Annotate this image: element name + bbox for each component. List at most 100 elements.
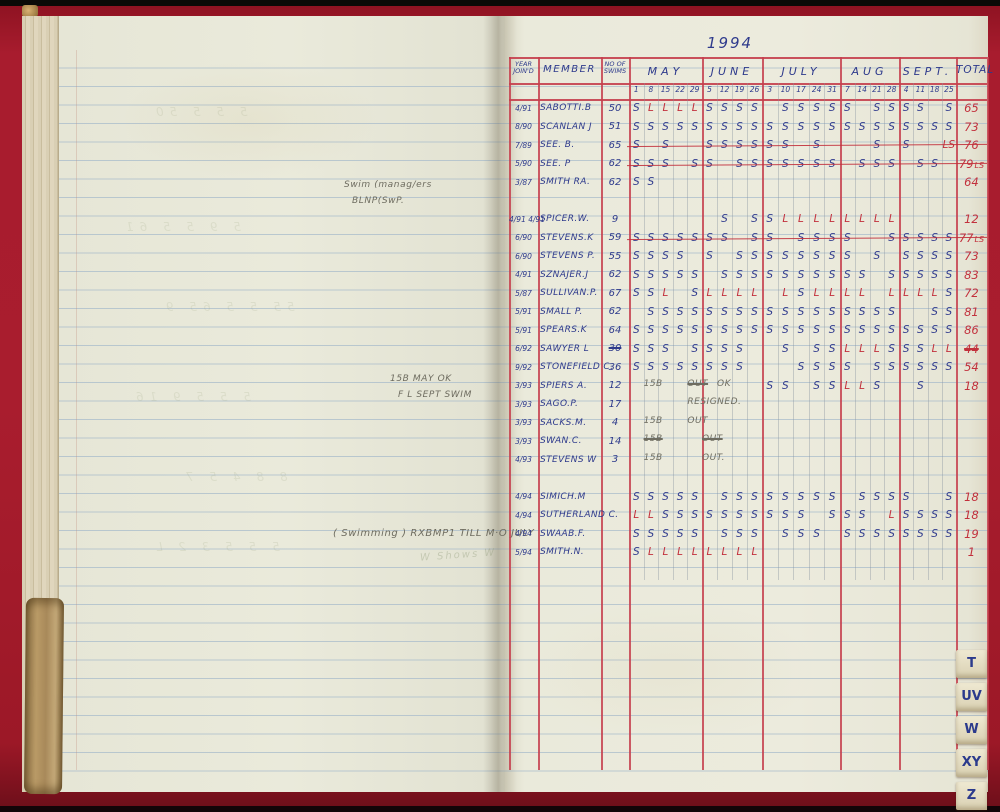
swims-count-cell: 62 <box>608 306 622 318</box>
attendance-mark-cell: S <box>873 527 881 540</box>
attendance-mark-cell: S <box>902 490 910 503</box>
date-label: 28 <box>886 85 897 94</box>
attendance-mark-cell: S <box>721 527 728 540</box>
attendance-mark-cell: S <box>858 268 866 281</box>
week-subcolumn-line <box>687 83 689 580</box>
attendance-mark-cell: S <box>706 324 713 337</box>
attendance-mark-cell: S <box>931 250 938 263</box>
attendance-mark-cell: S <box>676 231 684 244</box>
attendance-mark-cell: S <box>721 213 728 226</box>
attendance-mark-cell: S <box>858 305 866 318</box>
attendance-mark-cell: S <box>828 102 836 115</box>
table-rule-vertical <box>840 57 842 770</box>
annotation-line: F L SEPT SWIM <box>398 390 472 400</box>
table-rule-horizontal <box>509 83 987 85</box>
attendance-mark-cell: L <box>662 546 669 559</box>
year-joined-cell: 3/87 <box>515 177 532 187</box>
attendance-mark-cell: S <box>843 231 851 244</box>
attendance-mark-cell: L <box>751 287 758 300</box>
attendance-mark-cell: S <box>813 324 820 337</box>
attendance-mark-cell: L <box>798 213 804 226</box>
attendance-mark-cell: S <box>945 102 953 115</box>
attendance-mark-cell: L <box>844 213 851 226</box>
attendance-mark-cell: S <box>813 231 820 244</box>
member-name-cell: SACKS.M. <box>540 417 587 428</box>
attendance-mark-cell: S <box>902 231 910 244</box>
year-joined-cell: 4/94 <box>515 510 532 520</box>
attendance-mark-cell: L <box>736 287 743 300</box>
attendance-mark-cell: S <box>662 250 669 263</box>
attendance-mark-cell: S <box>931 231 938 244</box>
attendance-mark-cell: S <box>751 102 758 115</box>
attendance-mark-cell: S <box>813 342 820 355</box>
attendance-mark-cell: S <box>662 120 669 133</box>
pencil-annotation-2: 15B MAY OK F L SEPT SWIM <box>390 374 472 400</box>
attendance-mark-cell: S <box>828 157 836 170</box>
table-row: 5/91 SMALL P. 62 S S S S S S S S S S S S S S S S S S S 81 <box>509 303 987 322</box>
red-strikethrough-line <box>627 143 987 148</box>
attendance-mark-cell: L <box>721 287 728 300</box>
attendance-mark-cell: L <box>813 287 820 300</box>
attendance-mark-cell: S <box>632 231 640 244</box>
member-name-cell: SMALL P. <box>540 306 583 317</box>
attendance-mark-cell: S <box>662 157 669 170</box>
member-name-cell: SAWYER L <box>540 343 590 354</box>
header-member: MEMBER <box>543 64 596 75</box>
ghost-text-line: 5 5 5 50 <box>150 105 248 119</box>
attendance-mark-cell: S <box>797 231 805 244</box>
date-label: 10 <box>780 85 791 94</box>
date-label: 1 <box>633 85 639 94</box>
attendance-mark-cell: S <box>813 250 820 263</box>
year-joined-cell: 9/92 <box>515 362 532 372</box>
year-joined-cell: 4/94 <box>515 492 532 502</box>
total-cell: 72 <box>964 286 979 301</box>
ghost-text-line: 5 9 5 5 61 <box>120 220 242 234</box>
attendance-mark-cell: L <box>844 379 851 392</box>
date-label: 11 <box>915 85 926 94</box>
attendance-mark-cell: S <box>782 305 789 318</box>
attendance-mark-cell: S <box>931 527 938 540</box>
attendance-mark-cell: S <box>721 509 728 522</box>
attendance-mark-cell: S <box>647 176 655 189</box>
swims-count-cell: 62 <box>608 269 622 281</box>
table-rule-horizontal <box>509 57 987 59</box>
date-label: 4 <box>903 85 909 94</box>
attendance-mark-cell: S <box>828 379 836 392</box>
attendance-mark-cell: L <box>917 287 924 300</box>
attendance-mark-cell: S <box>751 120 758 133</box>
attendance-mark-cell: S <box>916 268 924 281</box>
attendance-mark-cell: S <box>766 157 774 170</box>
table-rule-vertical <box>629 57 631 770</box>
swims-count-cell: 64 <box>608 324 622 336</box>
attendance-mark-cell: S <box>632 157 640 170</box>
attendance-mark-cell: S <box>916 342 924 355</box>
total-cell: 86 <box>964 323 979 338</box>
attendance-mark-cell: L <box>813 213 820 226</box>
header-month-may: MAY <box>647 65 684 78</box>
year-joined-cell: 5/91 <box>515 307 532 317</box>
attendance-mark-cell: S <box>647 120 655 133</box>
attendance-mark-cell: S <box>766 490 774 503</box>
attendance-mark-cell: S <box>813 490 820 503</box>
attendance-mark-cell: S <box>828 490 836 503</box>
member-name-cell: STONEFIELD C. <box>540 362 614 373</box>
attendance-mark-cell: S <box>766 231 774 244</box>
attendance-mark-cell: S <box>691 231 698 244</box>
attendance-mark-cell: L <box>844 287 851 300</box>
attendance-mark-cell: S <box>782 268 789 281</box>
date-label: 29 <box>689 85 700 94</box>
attendance-mark-cell: S <box>797 509 805 522</box>
attendance-mark-cell: S <box>858 509 866 522</box>
attendance-mark-cell: L <box>782 213 789 226</box>
attendance-mark-cell: S <box>813 379 820 392</box>
attendance-mark-cell: S <box>736 102 743 115</box>
brass-corner-detail <box>22 5 38 17</box>
attendance-mark-cell: S <box>721 139 728 152</box>
member-name-cell: SPEARS.K <box>540 325 587 336</box>
attendance-mark-cell: S <box>843 268 851 281</box>
attendance-mark-cell: S <box>888 361 895 374</box>
attendance-mark-cell: S <box>931 324 938 337</box>
date-label: 12 <box>719 85 730 94</box>
attendance-mark-cell: S <box>888 268 895 281</box>
attendance-mark-cell: S <box>797 324 805 337</box>
